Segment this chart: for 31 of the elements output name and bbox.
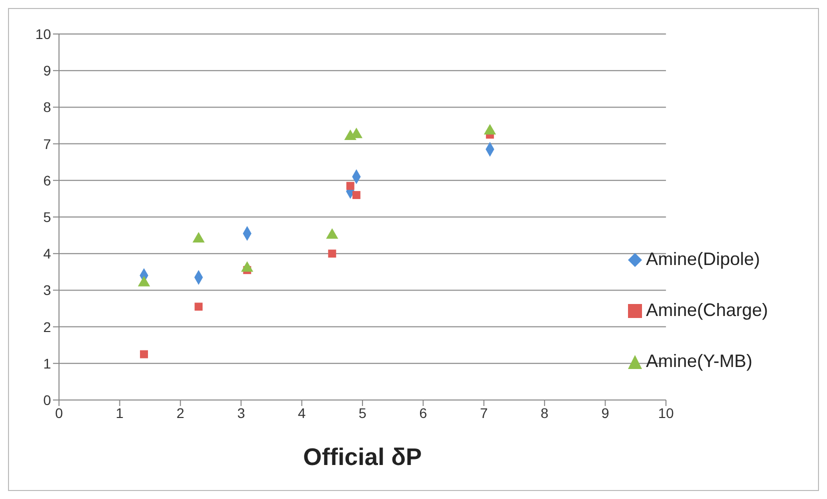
x-tick-label: 6	[419, 404, 428, 421]
point	[352, 191, 360, 200]
y-tick-label: 10	[35, 26, 52, 42]
legend-label: Amine(Dipole)	[646, 249, 760, 270]
legend-label: Amine(Charge)	[646, 300, 768, 321]
point	[346, 182, 354, 190]
y-tick-label: 0	[43, 392, 52, 408]
y-tick-label: 9	[43, 62, 52, 79]
x-tick-label: 3	[237, 404, 246, 421]
x-tick-label: 9	[601, 404, 610, 421]
x-tick-label: 8	[540, 404, 549, 421]
x-tick-label: 5	[358, 404, 367, 421]
y-tick-label: 8	[43, 99, 52, 116]
y-tick-label: 2	[43, 318, 52, 335]
x-tick-label: 7	[480, 404, 488, 421]
legend-label: Amine(Y-MB)	[646, 351, 752, 372]
y-tick-label: 3	[43, 282, 52, 298]
x-axis-title: Official δP	[303, 444, 422, 471]
y-tick-label: 7	[43, 136, 52, 152]
x-tick-label: 10	[658, 404, 674, 421]
x-tick-label: 4	[298, 404, 306, 421]
point	[140, 350, 148, 358]
y-tick-label: 6	[43, 172, 52, 188]
y-tick-label: 4	[43, 246, 52, 262]
point	[328, 250, 336, 258]
x-tick-label: 0	[55, 404, 64, 421]
y-tick-label: 1	[43, 355, 52, 372]
x-tick-label: 1	[116, 404, 124, 421]
y-tick-label: 5	[43, 208, 52, 225]
point	[194, 302, 203, 311]
x-tick-label: 2	[176, 404, 184, 421]
